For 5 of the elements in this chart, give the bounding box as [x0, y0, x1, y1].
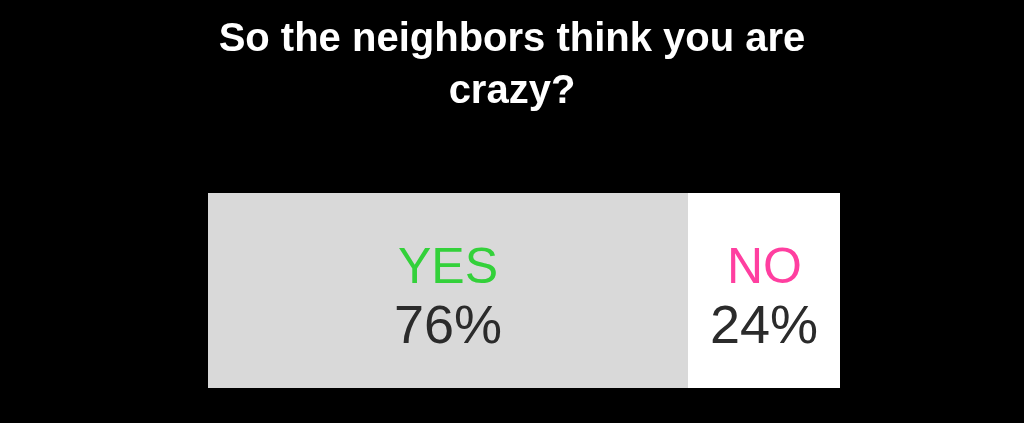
data-label: 24%: [710, 294, 819, 354]
series-label: YES: [398, 238, 499, 294]
data-label: 76%: [394, 294, 503, 354]
chart-title: So the neighbors think you are crazy?: [218, 14, 806, 111]
series-label: NO: [727, 238, 802, 294]
